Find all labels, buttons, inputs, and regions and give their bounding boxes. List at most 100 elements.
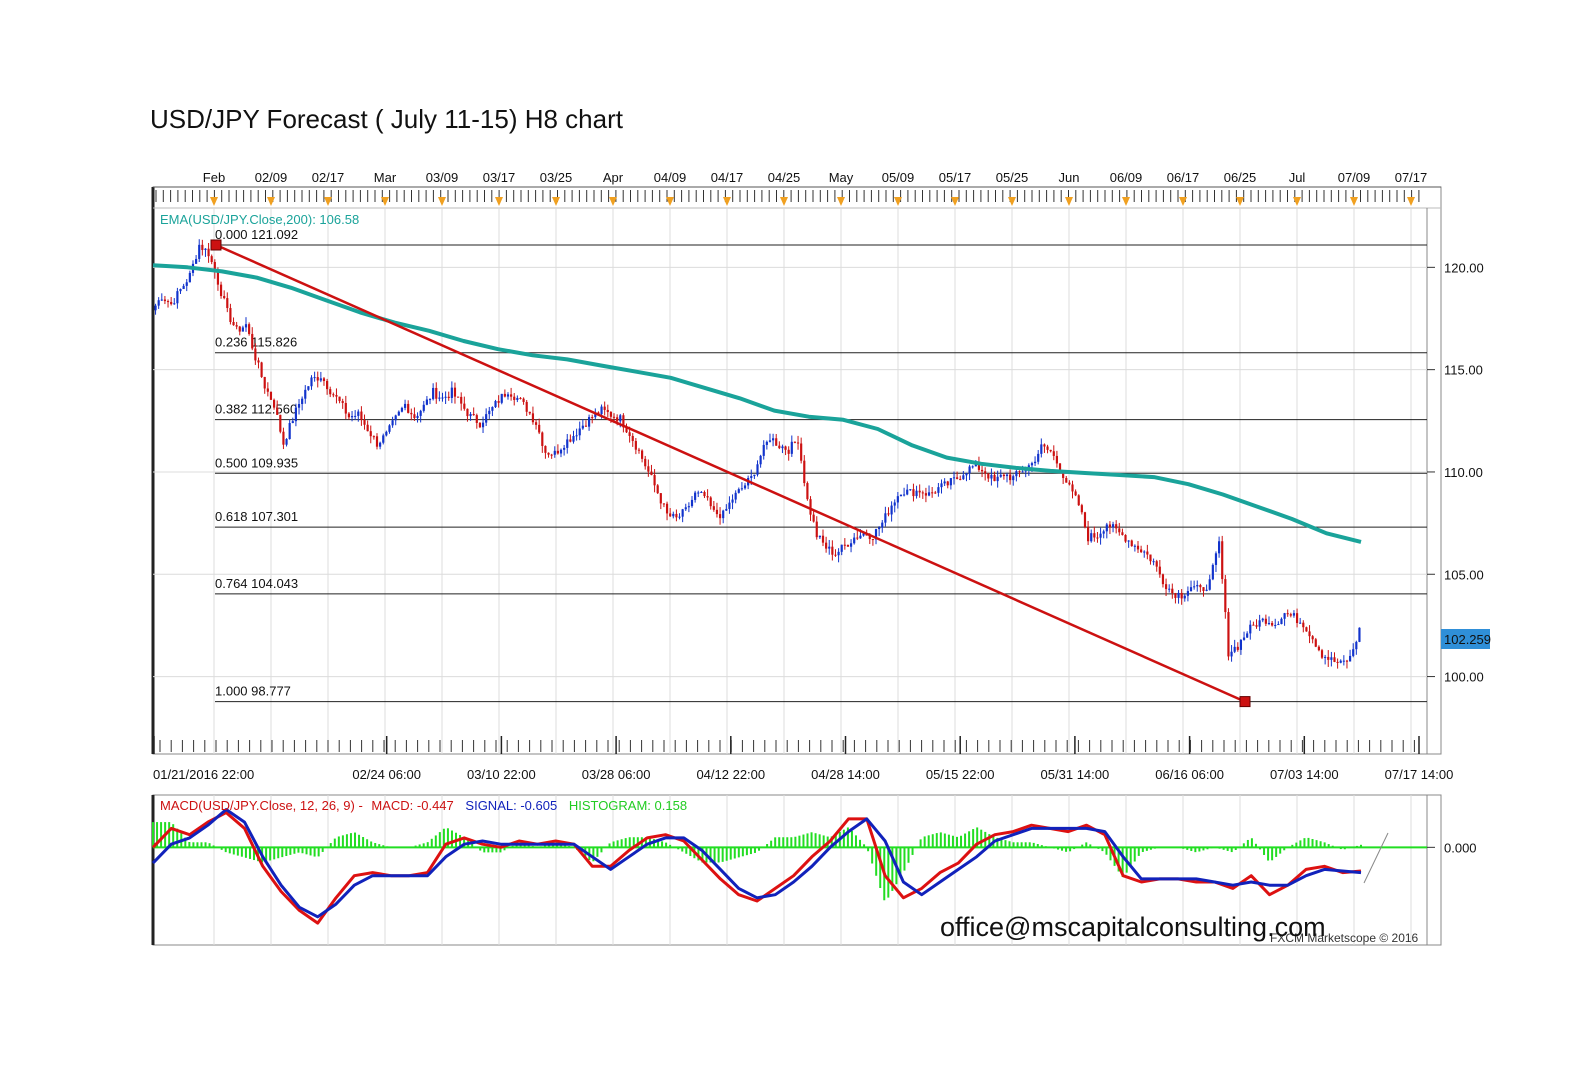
candle-body xyxy=(263,376,266,389)
candle-body xyxy=(1292,613,1296,616)
macd-legend: MACD(USD/JPY.Close, 12, 26, 9) - MACD: -… xyxy=(160,798,687,813)
candle-body xyxy=(1330,657,1333,660)
candle-body xyxy=(1289,614,1292,616)
candle-body xyxy=(1090,533,1093,542)
top-axis-marker xyxy=(951,197,959,206)
bottom-axis-label: 07/17 14:00 xyxy=(1385,767,1454,782)
candle-body xyxy=(906,489,909,495)
candle-body xyxy=(154,305,157,311)
candle-body xyxy=(572,436,575,442)
top-axis-label: 05/09 xyxy=(882,170,915,185)
candle-body xyxy=(400,407,404,412)
candle-body xyxy=(587,417,591,427)
candle-body xyxy=(828,546,831,549)
candle-body xyxy=(485,414,488,423)
top-axis-label: 03/25 xyxy=(540,170,573,185)
candle-body xyxy=(1149,554,1152,562)
candle-body xyxy=(927,492,931,496)
candle-body xyxy=(494,401,497,408)
candle-body xyxy=(188,272,191,283)
candle-body xyxy=(1239,639,1243,650)
trendline-start-handle xyxy=(210,239,222,251)
top-axis-label: 06/09 xyxy=(1110,170,1143,185)
macd-histogram xyxy=(152,822,1362,901)
candle-body xyxy=(163,299,167,302)
candle-body xyxy=(578,428,581,436)
candle-body xyxy=(856,537,859,539)
candle-body xyxy=(1136,545,1140,550)
candle-body xyxy=(1009,474,1012,481)
candle-body xyxy=(1193,586,1196,588)
candle-body xyxy=(1211,564,1214,580)
top-axis-label: 04/09 xyxy=(654,170,687,185)
bottom-axis-label: 06/16 06:00 xyxy=(1155,767,1224,782)
top-axis-marker xyxy=(210,197,218,206)
candle-body xyxy=(672,513,675,517)
top-axis-label: 02/09 xyxy=(255,170,288,185)
candle-body xyxy=(210,256,213,263)
candle-body xyxy=(1083,512,1087,528)
candle-body xyxy=(715,509,719,515)
candle-body xyxy=(793,441,797,443)
candle-body xyxy=(924,493,928,496)
candle-body xyxy=(934,492,937,494)
candle-body xyxy=(491,407,494,411)
candle-body xyxy=(294,407,297,422)
candle-body xyxy=(363,419,366,425)
bottom-axis-label: 03/10 22:00 xyxy=(467,767,536,782)
macd-legend-signal: SIGNAL: -0.605 xyxy=(465,798,557,813)
candle-body xyxy=(288,423,291,439)
candle-body xyxy=(1267,622,1271,624)
candle-body xyxy=(1183,595,1186,599)
bottom-axis-label: 04/12 22:00 xyxy=(696,767,765,782)
candle-body xyxy=(1168,588,1171,590)
bottom-axis-label: 01/21/2016 22:00 xyxy=(153,767,254,782)
candle-body xyxy=(787,449,790,454)
candle-body xyxy=(1352,649,1355,656)
trendline-end-handle xyxy=(1239,696,1251,708)
candle-body xyxy=(1062,471,1065,478)
top-axis-marker xyxy=(894,197,902,206)
candle-body xyxy=(946,481,949,486)
candle-body xyxy=(559,449,563,454)
candle-body xyxy=(428,399,432,401)
candle-body xyxy=(806,483,809,500)
candle-body xyxy=(444,396,447,398)
candle-body xyxy=(319,378,322,381)
top-axis-label: 07/17 xyxy=(1395,170,1428,185)
top-axis-marker xyxy=(837,197,845,206)
y-axis-label: 100.00 xyxy=(1444,670,1484,685)
candle-body xyxy=(488,410,491,415)
candle-body xyxy=(460,396,463,404)
candle-body xyxy=(497,401,500,403)
candle-body xyxy=(563,447,566,450)
bottom-axis-labels: 01/21/2016 22:00 02/24 06:00 03/10 22:00 03… xyxy=(153,767,1453,782)
candle-body xyxy=(968,466,971,474)
top-axis-marker xyxy=(495,197,503,206)
candle-body xyxy=(1065,477,1068,483)
candle-body xyxy=(438,397,441,399)
candle-body xyxy=(385,431,388,436)
candle-body xyxy=(625,427,628,433)
top-axis-ticks xyxy=(155,190,1420,206)
candle-body xyxy=(157,300,160,306)
candle-body xyxy=(160,299,163,301)
candle-body xyxy=(1177,592,1180,598)
trendline-path xyxy=(215,243,1246,703)
candle-body xyxy=(1021,471,1024,473)
candle-body xyxy=(357,411,360,416)
candle-body xyxy=(881,522,884,528)
candle-body xyxy=(229,308,232,322)
candle-body xyxy=(372,436,375,438)
candle-body xyxy=(1246,633,1249,638)
candle-body xyxy=(207,248,210,257)
candle-body xyxy=(1071,484,1074,492)
candle-body xyxy=(516,397,519,400)
bottom-axis-label: 02/24 06:00 xyxy=(352,767,421,782)
candle-body xyxy=(637,449,641,451)
candle-body xyxy=(254,348,257,361)
candle-body xyxy=(1274,624,1277,626)
candle-body xyxy=(397,411,400,416)
candle-body xyxy=(185,282,188,286)
